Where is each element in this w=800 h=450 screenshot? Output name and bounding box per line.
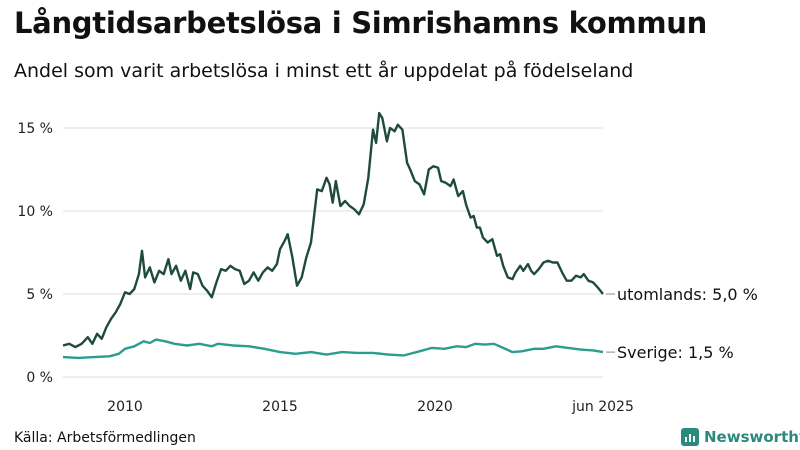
y-axis: 0 % 5 % 10 % 15 % (17, 121, 53, 386)
x-tick-label: 2010 (107, 399, 143, 415)
series-end-label: utomlands: 5,0 % (617, 285, 758, 304)
series-end-labels: utomlands: 5,0 % Sverige: 1,5 % (606, 285, 758, 362)
series-line-sverige (62, 338, 604, 360)
grid-lines (63, 127, 603, 378)
x-axis: 2010 2015 2020 jun 2025 (107, 399, 634, 415)
y-tick-label: 15 % (17, 121, 53, 137)
newsworthy-logo-icon (681, 428, 699, 446)
x-tick-label: 2015 (262, 399, 298, 415)
chart-title: Långtidsarbetslösa i Simrishamns kommun (14, 6, 707, 40)
x-tick-label: 2020 (417, 399, 453, 415)
series-end-label: Sverige: 1,5 % (617, 343, 734, 362)
brand-logo: Newsworthy (681, 428, 800, 446)
x-tick-label: jun 2025 (571, 399, 634, 415)
y-tick-label: 10 % (17, 204, 53, 220)
y-tick-label: 5 % (26, 287, 53, 303)
brand-name: Newsworthy (704, 428, 800, 446)
source-note: Källa: Arbetsförmedlingen (14, 430, 196, 446)
series-line-utomlands (62, 111, 604, 349)
chart-subtitle: Andel som varit arbetslösa i minst ett å… (14, 60, 634, 82)
y-tick-label: 0 % (26, 370, 53, 386)
series-lines (62, 111, 604, 360)
